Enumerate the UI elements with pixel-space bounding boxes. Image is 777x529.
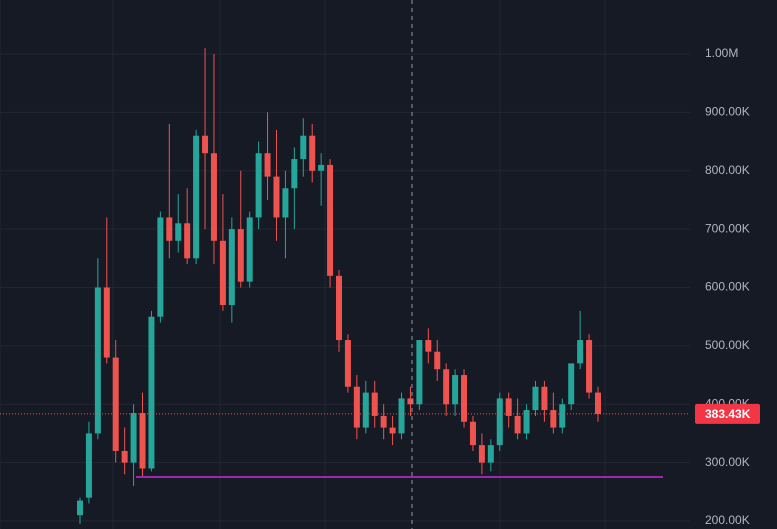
candle-body [166,217,173,241]
candle-body [103,287,110,358]
candle-body [452,375,459,405]
candle-body [112,357,119,451]
candle-body [371,392,378,416]
y-tick-label: 800.00K [705,163,750,177]
candle-body [139,413,146,469]
candle-body [77,500,83,516]
candle-body [344,340,351,387]
candle-body [202,135,209,154]
last-price-label: 383.43K [705,407,751,421]
last-price-box [695,403,760,424]
candle-body [434,351,441,370]
candle-body [157,217,164,317]
candle-body [327,164,334,276]
candle-body [523,410,530,434]
candle-body [255,153,262,218]
candle-body [237,229,244,282]
candle-body [389,427,396,434]
candle-body [219,240,226,306]
candle-body [228,229,235,306]
candle-body [398,398,405,434]
y-tick-label: 600.00K [705,280,750,294]
candle-body [595,392,601,414]
candle-body [496,398,503,446]
candle-body [559,404,566,428]
candle-body [380,415,387,428]
candle-body [309,135,316,171]
candle-body [148,316,155,469]
candle-body [336,275,342,341]
y-tick-label: 1.00M [705,46,738,60]
candle-body [273,176,280,218]
candle-body [469,421,476,446]
candle-body [353,386,360,428]
candle-body [568,363,575,405]
plot [77,48,601,524]
candle-body [175,223,182,241]
candle-body [193,135,200,259]
candle-body [586,340,593,393]
candle-body [184,223,191,259]
candle-body [416,340,423,405]
y-tick-label: 700.00K [705,221,750,235]
candle-body [282,188,289,218]
candle-body [264,153,271,177]
candle-body [407,398,414,405]
candle-body [541,386,548,411]
candle-body [487,445,494,463]
candle-body [300,135,307,160]
candle-body [121,450,128,463]
candle-body [505,398,512,416]
y-tick-label: 300.00K [705,455,750,469]
candle-body [550,410,557,428]
candle-body [532,386,539,411]
candle-body [85,433,92,498]
candle-body [577,340,584,364]
candle-body [514,415,521,434]
candle-body [362,392,369,428]
candle-body [461,375,468,422]
candle-body [246,217,253,282]
candle-body [291,159,298,189]
candle-body [478,445,485,463]
candle-body [130,413,137,463]
y-tick-label: 900.00K [705,105,750,119]
candle-body [425,340,432,352]
candle-body [210,153,217,241]
y-tick-label: 200.00K [705,513,750,527]
candle-body [94,287,101,434]
candle-body [443,369,450,405]
candle-body [318,164,325,171]
y-tick-label: 500.00K [705,338,750,352]
